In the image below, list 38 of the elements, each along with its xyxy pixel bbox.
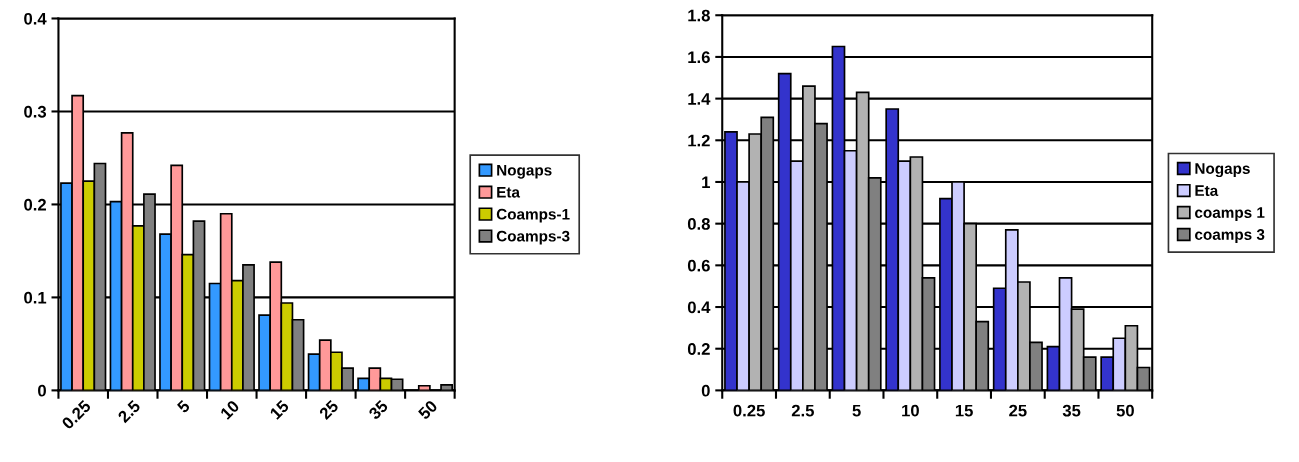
legend-label: Nogaps (497, 164, 552, 179)
x-tick-label: 35 (1062, 404, 1081, 417)
x-tick-label: 2.5 (117, 399, 142, 424)
y-tick-label: 0.8 (687, 218, 710, 230)
y-tick-label: 1 (702, 176, 710, 189)
legend-label: Nogaps (1195, 163, 1250, 178)
x-tick-label: 2.5 (791, 404, 814, 417)
x-tick-label: 10 (219, 399, 240, 420)
y-tick-label: 1.4 (688, 93, 711, 105)
x-tick-label: 15 (955, 404, 973, 417)
x-tick-label: 25 (1009, 404, 1027, 417)
y-tick-label: 0.4 (24, 12, 47, 25)
x-tick-label: 50 (1116, 404, 1134, 417)
y-tick-label: 0.2 (687, 343, 710, 355)
legend-label: Coamps-3 (496, 230, 570, 245)
y-tick-label: 1.6 (688, 51, 710, 64)
legend-label: coamps 3 (1195, 229, 1265, 243)
legend-label: coamps 1 (1195, 207, 1265, 221)
x-tick-label: 10 (902, 404, 919, 417)
y-tick-label: 0.1 (24, 291, 47, 304)
y-tick-label: 0 (701, 384, 710, 397)
y-tick-label: 0 (38, 384, 46, 397)
y-tick-label: 0.3 (24, 105, 47, 118)
y-tick-label: 1.8 (688, 9, 710, 22)
y-tick-label: 1.2 (688, 134, 710, 147)
x-tick-label: 15 (269, 399, 290, 420)
x-tick-label: 50 (417, 399, 439, 421)
x-tick-label: 5 (852, 404, 861, 417)
x-tick-label: 35 (367, 399, 389, 421)
x-tick-label: 0.25 (733, 404, 765, 417)
legend-label: Coamps-1 (496, 208, 570, 223)
legend-label: Eta (1195, 185, 1219, 197)
y-tick-label: 0.2 (24, 198, 46, 211)
x-tick-label: 5 (176, 399, 191, 414)
y-tick-label: 0.6 (687, 259, 710, 272)
x-tick-label: 25 (318, 399, 340, 421)
y-tick-label: 0.4 (687, 301, 711, 314)
legend-label: Eta (497, 186, 521, 198)
